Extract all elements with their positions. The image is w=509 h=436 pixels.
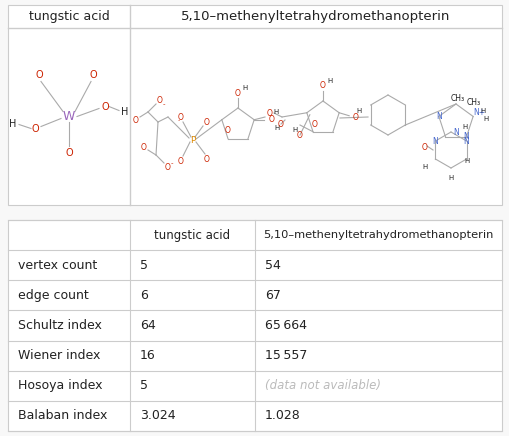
Text: H: H [479,109,485,114]
Text: H: H [242,85,247,91]
Text: O: O [31,123,39,133]
Text: H: H [327,78,332,84]
Text: O: O [165,163,171,171]
Text: O: O [311,120,317,129]
Text: O: O [141,143,147,151]
Text: O: O [320,82,325,91]
Text: Wiener index: Wiener index [18,349,100,362]
Text: H: H [447,175,453,181]
Text: Balaban index: Balaban index [18,409,107,422]
Text: 15 557: 15 557 [265,349,307,362]
Text: N: N [463,132,469,141]
Text: Hosoya index: Hosoya index [18,379,102,392]
Text: 5: 5 [140,259,148,272]
Text: O: O [421,143,427,151]
Text: -: - [178,119,180,123]
Text: O: O [65,147,73,157]
Text: H: H [292,127,297,133]
Text: H: H [463,158,468,164]
Text: CH₃: CH₃ [450,93,464,102]
Text: N: N [452,127,458,136]
Bar [8,220,501,431]
Text: 6: 6 [140,289,148,302]
Text: CH₃: CH₃ [466,98,480,106]
Text: O: O [89,71,97,81]
Text: O: O [35,71,43,81]
Text: 64: 64 [140,319,155,332]
Text: 5,10–methenyltetrahydromethanopterin: 5,10–methenyltetrahydromethanopterin [181,10,450,23]
Text: H: H [462,124,467,130]
Text: O: O [296,130,302,140]
Text: H: H [273,109,278,115]
Text: -: - [171,160,173,166]
Text: 1.028: 1.028 [265,409,300,422]
Text: tungstic acid: tungstic acid [154,228,230,242]
Text: O: O [224,126,230,135]
Text: O: O [277,119,284,129]
Text: 5: 5 [140,379,148,392]
Text: O: O [268,115,273,124]
Text: 3.024: 3.024 [140,409,175,422]
Text: N: N [432,136,437,146]
Text: O: O [157,95,162,105]
Text: O: O [204,117,210,126]
Text: edge count: edge count [18,289,89,302]
Text: O: O [352,113,357,122]
Text: H: H [422,164,427,170]
Text: (data not available): (data not available) [265,379,380,392]
Text: Schultz index: Schultz index [18,319,102,332]
Text: N: N [435,112,441,121]
Text: H: H [274,125,279,131]
Text: 5,10–methenyltetrahydromethanopterin: 5,10–methenyltetrahydromethanopterin [263,230,493,240]
Text: -: - [162,101,165,107]
Text: O: O [133,116,138,125]
Text: vertex count: vertex count [18,259,97,272]
Text: W: W [63,110,75,123]
Text: 16: 16 [140,349,155,362]
Text: O: O [235,89,240,98]
Text: H: H [121,106,128,116]
Text: N: N [463,136,469,146]
Text: 54: 54 [265,259,280,272]
Text: tungstic acid: tungstic acid [29,10,109,23]
Bar [8,5,501,205]
Text: N+: N+ [472,108,484,116]
Text: O: O [178,112,184,122]
Text: H: H [9,119,17,129]
Text: 65 664: 65 664 [265,319,306,332]
Text: O: O [101,102,108,112]
Text: H: H [483,116,488,122]
Text: 67: 67 [265,289,280,302]
Text: P: P [190,136,195,144]
Text: H: H [356,108,361,114]
Text: O: O [178,157,184,166]
Text: O: O [267,109,272,117]
Text: O: O [204,154,210,164]
